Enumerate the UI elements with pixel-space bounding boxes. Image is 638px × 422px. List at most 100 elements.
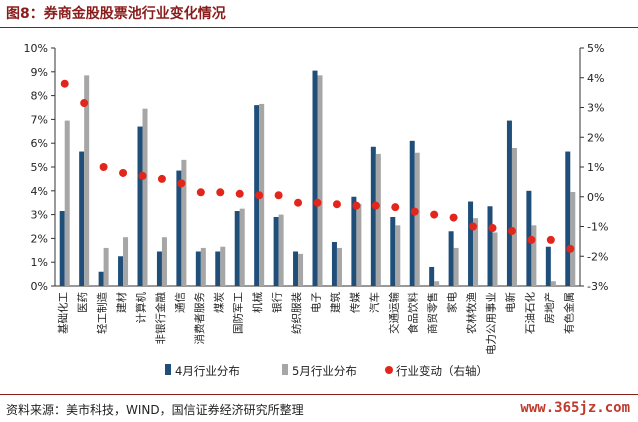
- point-change: [60, 79, 69, 88]
- x-tick-label: 有色金属: [562, 292, 575, 334]
- chart-axes: 0% 1% 2% 3% 4% 5% 6% 7% 8% 9% 10% -3% -2% -1% 0% 1% 2% 3%…: [24, 42, 609, 293]
- bar-may: [200, 247, 206, 286]
- bar-may: [453, 247, 459, 286]
- point-change: [527, 235, 536, 244]
- bar-may: [278, 214, 284, 286]
- bar-april: [468, 201, 474, 286]
- bar-april: [390, 216, 396, 286]
- y-left-tick-label: 3%: [31, 209, 48, 222]
- bar-may: [570, 191, 576, 286]
- y-left-tick-label: 10%: [24, 42, 48, 55]
- bar-april: [156, 251, 162, 286]
- source-note: 资料来源：美市科技，WIND，国信证券经济研究所整理: [6, 403, 304, 417]
- point-change: [430, 210, 439, 219]
- bar-may: [103, 247, 109, 286]
- point-change: [216, 188, 225, 197]
- y-right-tick-label: -2%: [587, 250, 608, 263]
- x-tick-label: 计算机: [135, 292, 148, 324]
- y-right-tick-label: 0%: [587, 191, 604, 204]
- point-change: [274, 191, 283, 200]
- bar-may: [142, 108, 148, 286]
- y-right-tick-label: 2%: [587, 131, 604, 144]
- point-change: [119, 168, 128, 177]
- bar-may: [550, 281, 556, 286]
- bar-may: [414, 152, 420, 286]
- source-bar: 资料来源：美市科技，WIND，国信证券经济研究所整理 www.365jz.com: [0, 394, 638, 422]
- x-tick-label: 银行: [271, 292, 284, 313]
- point-change: [177, 179, 186, 188]
- x-tick-label: 传媒: [348, 292, 361, 313]
- x-tick-label: 农林牧渔: [465, 292, 478, 334]
- bar-april: [370, 146, 376, 286]
- bar-may: [84, 75, 90, 286]
- bar-may: [434, 281, 440, 286]
- bar-may: [336, 247, 342, 286]
- point-change: [235, 189, 244, 198]
- point-change: [488, 223, 497, 232]
- point-change: [352, 201, 361, 210]
- bar-april: [331, 241, 337, 286]
- point-change: [157, 174, 166, 183]
- x-tick-label: 通信: [174, 292, 186, 313]
- point-change: [255, 191, 264, 200]
- point-change: [507, 226, 516, 235]
- x-tick-label: 纺织服装: [290, 292, 303, 334]
- bar-april: [137, 126, 143, 286]
- y-left-tick-label: 6%: [31, 137, 48, 150]
- x-tick-label: 房地产: [543, 292, 556, 324]
- x-tick-label: 轻工制造: [96, 292, 109, 334]
- bar-april: [429, 266, 435, 286]
- legend-label: 5月行业分布: [292, 364, 357, 378]
- chart-points: [60, 79, 575, 253]
- legend-label: 行业变动（右轴）: [396, 364, 488, 378]
- legend: 4月行业分布 5月行业分布 行业变动（右轴）: [165, 364, 488, 378]
- chart-area: 0% 1% 2% 3% 4% 5% 6% 7% 8% 9% 10% -3% -2% -1% 0% 1% 2% 3%…: [24, 42, 609, 378]
- x-tick-label: 机械: [251, 292, 264, 313]
- point-change: [332, 200, 341, 209]
- x-tick-label: 交通运输: [387, 292, 400, 334]
- bar-april: [506, 120, 512, 286]
- x-tick-label: 商贸零售: [426, 292, 439, 334]
- x-tick-label: 石油石化: [523, 292, 536, 334]
- point-change: [391, 203, 400, 212]
- x-tick-label: 家电: [446, 292, 459, 313]
- x-tick-label: 煤炭: [212, 292, 225, 313]
- bar-april: [176, 170, 182, 286]
- x-tick-label: 消费者服务: [193, 292, 206, 345]
- bar-april: [487, 206, 493, 286]
- bar-may: [492, 232, 498, 286]
- bar-may: [64, 120, 70, 286]
- point-change: [546, 235, 555, 244]
- x-tick-label: 电子: [310, 292, 323, 313]
- bar-april: [59, 211, 65, 286]
- x-tick-label: 医药: [77, 292, 89, 313]
- bar-april: [293, 251, 299, 286]
- x-tick-label: 非银行金融: [154, 292, 167, 345]
- y-left-tick-label: 9%: [31, 66, 48, 79]
- bar-may: [298, 253, 304, 286]
- legend-label: 4月行业分布: [175, 364, 240, 378]
- y-left-tick-label: 7%: [31, 113, 48, 126]
- legend-marker: [385, 366, 393, 374]
- bar-may: [473, 218, 479, 286]
- x-tick-label: 电新: [504, 292, 517, 313]
- bar-may: [220, 246, 226, 286]
- bar-may: [356, 203, 362, 286]
- title-bar: 图8：券商金股股票池行业变化情况: [0, 0, 638, 28]
- x-tick-labels: 基础化工 医药 轻工制造 建材 计算机 非银行金融 通信 消费者服务 煤炭 国防军工 机械 银行 纺织服…: [57, 292, 576, 355]
- bar-april: [351, 196, 357, 286]
- bar-april: [448, 231, 454, 286]
- bar-april: [118, 256, 124, 286]
- x-tick-label: 汽车: [368, 292, 381, 313]
- y-right-tick-label: 5%: [587, 42, 604, 55]
- bar-april: [79, 151, 85, 286]
- y-right-tick-label: 1%: [587, 161, 604, 174]
- y-right-tick-label: 3%: [587, 102, 604, 115]
- point-change: [449, 213, 458, 222]
- y-left-tick-label: 1%: [31, 256, 48, 269]
- x-tick-label: 食品饮料: [407, 292, 420, 334]
- y-left-tick-label: 4%: [31, 185, 48, 198]
- point-change: [371, 201, 380, 210]
- bar-april: [312, 70, 318, 286]
- bar-may: [511, 147, 517, 286]
